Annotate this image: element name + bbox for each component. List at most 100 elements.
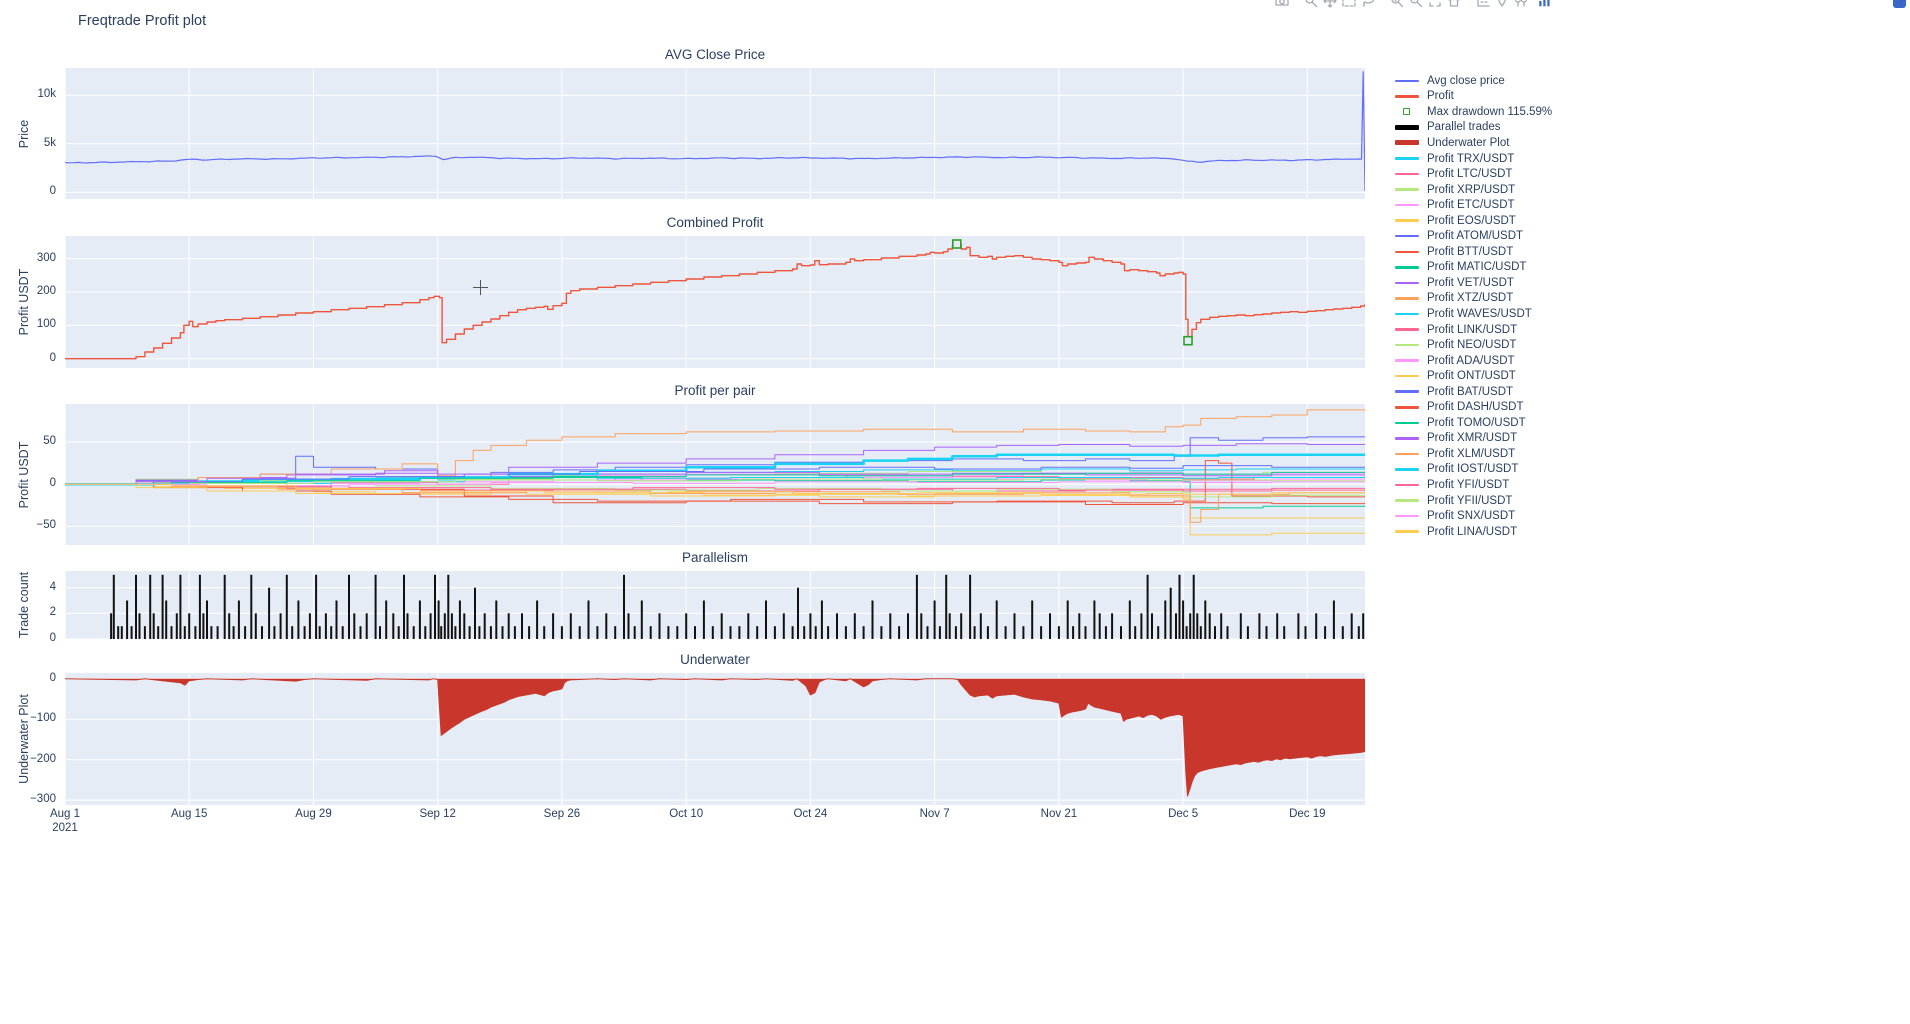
- parallelism-bar[interactable]: [915, 574, 918, 639]
- parallelism-bar[interactable]: [412, 626, 415, 639]
- parallelism-bar[interactable]: [827, 626, 830, 639]
- legend-item[interactable]: Profit SNX/USDT: [1395, 508, 1570, 524]
- parallelism-bar[interactable]: [474, 587, 476, 639]
- series-fill-Underwater Plot[interactable]: [65, 678, 1365, 797]
- legend-item[interactable]: Profit BTT/USDT: [1395, 244, 1570, 260]
- parallelism-bar[interactable]: [1093, 600, 1096, 640]
- parallelism-bar[interactable]: [359, 626, 362, 639]
- parallelism-bar[interactable]: [232, 626, 235, 639]
- parallelism-bar[interactable]: [1341, 626, 1344, 639]
- legend-item[interactable]: Profit VET/USDT: [1395, 275, 1570, 291]
- parallelism-bar[interactable]: [945, 574, 948, 639]
- parallelism-bar[interactable]: [1022, 626, 1025, 639]
- parallelism-bar[interactable]: [463, 613, 466, 639]
- parallelism-bar[interactable]: [605, 613, 608, 639]
- parallelism-bar[interactable]: [1332, 600, 1335, 640]
- parallelism-bar[interactable]: [1265, 626, 1268, 639]
- legend-item[interactable]: Profit YFII/USDT: [1395, 493, 1570, 509]
- parallelism-bar[interactable]: [483, 613, 486, 639]
- parallelism-bar[interactable]: [458, 600, 461, 640]
- parallelism-bar[interactable]: [1276, 613, 1279, 639]
- parallelism-bar[interactable]: [836, 613, 838, 639]
- parallelism-bar[interactable]: [1239, 613, 1242, 639]
- series-Profit XLM/USDT[interactable]: [65, 483, 1365, 523]
- parallelism-bar[interactable]: [206, 600, 208, 640]
- parallelism-bar[interactable]: [1066, 600, 1069, 640]
- parallelism-bar[interactable]: [1258, 613, 1261, 639]
- parallelism-bar[interactable]: [1057, 626, 1060, 639]
- parallelism-bar[interactable]: [261, 626, 263, 639]
- legend-item[interactable]: Parallel trades: [1395, 120, 1570, 136]
- legend-item[interactable]: Profit XLM/USDT: [1395, 446, 1570, 462]
- parallelism-bar[interactable]: [478, 626, 481, 639]
- box-select-icon[interactable]: [1341, 0, 1360, 9]
- parallelism-bar[interactable]: [1357, 626, 1360, 639]
- parallelism-bar[interactable]: [720, 613, 723, 639]
- legend-item[interactable]: Profit TOMO/USDT: [1395, 415, 1570, 431]
- series-Profit ONT/USDT[interactable]: [65, 483, 1365, 536]
- parallelism-bar[interactable]: [418, 600, 421, 640]
- parallelism-bar[interactable]: [926, 626, 929, 639]
- parallelism-bar[interactable]: [424, 626, 427, 639]
- series-Profit TOMO/USDT[interactable]: [65, 471, 1365, 485]
- parallelism-bar[interactable]: [1111, 613, 1114, 639]
- parallelism-bar[interactable]: [543, 626, 546, 639]
- parallelism-bar[interactable]: [623, 574, 625, 639]
- parallelism-bar[interactable]: [649, 626, 652, 639]
- max-drawdown-marker[interactable]: [1183, 335, 1193, 346]
- legend-item[interactable]: Underwater Plot: [1395, 135, 1570, 151]
- parallelism-bar[interactable]: [986, 626, 989, 639]
- parallelism-bar[interactable]: [1199, 626, 1202, 639]
- parallelism-bar[interactable]: [920, 613, 923, 639]
- parallelism-bar[interactable]: [303, 626, 306, 639]
- parallelism-bar[interactable]: [1134, 626, 1137, 639]
- legend-item[interactable]: Profit LINA/USDT: [1395, 524, 1570, 540]
- parallelism-bar[interactable]: [341, 626, 344, 639]
- parallelism-bar[interactable]: [694, 626, 696, 639]
- series-Profit SNX/USDT[interactable]: [65, 481, 1365, 487]
- plot-area-0[interactable]: [65, 68, 1365, 199]
- legend-item[interactable]: Profit TRX/USDT: [1395, 151, 1570, 167]
- series-Profit NEO/USDT[interactable]: [65, 480, 1365, 498]
- legend-item[interactable]: Profit XRP/USDT: [1395, 182, 1570, 198]
- parallelism-bar[interactable]: [1128, 600, 1131, 640]
- parallelism-bar[interactable]: [297, 600, 300, 640]
- parallelism-bar[interactable]: [268, 587, 271, 639]
- parallelism-bar[interactable]: [853, 613, 856, 639]
- parallelism-bar[interactable]: [437, 600, 440, 640]
- parallelism-bar[interactable]: [1192, 574, 1195, 639]
- hover-closest-icon[interactable]: [1494, 0, 1513, 9]
- parallelism-bar[interactable]: [907, 613, 909, 639]
- pan-icon[interactable]: [1322, 0, 1341, 9]
- parallelism-bar[interactable]: [110, 613, 113, 639]
- plot-area-2[interactable]: [65, 404, 1365, 545]
- parallelism-bar[interactable]: [434, 574, 436, 639]
- parallelism-bar[interactable]: [1049, 613, 1051, 639]
- parallelism-bar[interactable]: [614, 626, 617, 639]
- parallelism-bar[interactable]: [501, 626, 504, 639]
- parallelism-bar[interactable]: [291, 626, 294, 639]
- legend-item[interactable]: Profit LINK/USDT: [1395, 322, 1570, 338]
- parallelism-bar[interactable]: [365, 613, 368, 639]
- parallelism-bar[interactable]: [170, 626, 173, 639]
- parallelism-bar[interactable]: [279, 613, 282, 639]
- plot-area-4[interactable]: [65, 673, 1365, 805]
- parallelism-bar[interactable]: [1013, 613, 1016, 639]
- parallelism-bar[interactable]: [379, 626, 381, 639]
- parallelism-bar[interactable]: [747, 613, 750, 639]
- parallelism-bar[interactable]: [179, 574, 182, 639]
- camera-icon[interactable]: [1274, 0, 1293, 9]
- max-drawdown-marker[interactable]: [951, 239, 962, 249]
- parallelism-bar[interactable]: [149, 574, 152, 639]
- series-Profit LINA/USDT[interactable]: [65, 483, 1365, 495]
- parallelism-bar[interactable]: [1151, 613, 1153, 639]
- parallelism-bar[interactable]: [1120, 626, 1122, 639]
- parallelism-bar[interactable]: [820, 600, 823, 640]
- legend-item[interactable]: Profit ADA/USDT: [1395, 353, 1570, 369]
- parallelism-bar[interactable]: [198, 574, 201, 639]
- parallelism-bar[interactable]: [658, 613, 661, 639]
- legend-item[interactable]: Profit EOS/USDT: [1395, 213, 1570, 229]
- parallelism-bar[interactable]: [969, 574, 972, 639]
- parallelism-bar[interactable]: [194, 626, 197, 639]
- parallelism-bar[interactable]: [1246, 626, 1249, 639]
